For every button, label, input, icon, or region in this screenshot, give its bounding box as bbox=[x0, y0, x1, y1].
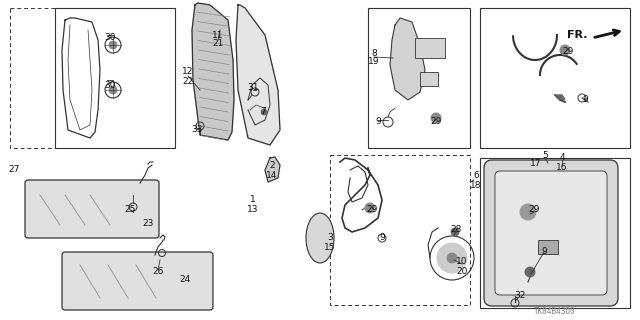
Text: 30: 30 bbox=[104, 34, 116, 43]
Circle shape bbox=[431, 113, 441, 123]
Text: 27: 27 bbox=[8, 165, 20, 174]
Bar bbox=[480, 158, 630, 308]
Text: 8: 8 bbox=[371, 49, 377, 58]
Bar bbox=[415, 38, 445, 58]
Text: 18: 18 bbox=[470, 180, 482, 189]
Polygon shape bbox=[556, 95, 565, 100]
Text: 24: 24 bbox=[179, 276, 191, 284]
Text: 12: 12 bbox=[182, 68, 194, 76]
Circle shape bbox=[451, 228, 459, 236]
Text: 10: 10 bbox=[456, 258, 468, 267]
Text: 7: 7 bbox=[260, 108, 266, 116]
Text: 29: 29 bbox=[430, 117, 442, 126]
Polygon shape bbox=[390, 18, 425, 100]
Text: 29: 29 bbox=[563, 47, 573, 57]
Text: 4: 4 bbox=[559, 154, 565, 163]
FancyBboxPatch shape bbox=[495, 171, 607, 295]
Text: 20: 20 bbox=[456, 268, 468, 276]
Text: 28: 28 bbox=[451, 226, 461, 235]
Circle shape bbox=[520, 204, 536, 220]
Text: 23: 23 bbox=[142, 220, 154, 228]
Text: 29: 29 bbox=[366, 205, 378, 214]
Circle shape bbox=[525, 267, 535, 277]
Text: 5: 5 bbox=[542, 150, 548, 159]
Text: 32: 32 bbox=[515, 292, 525, 300]
Text: 13: 13 bbox=[247, 204, 259, 213]
Polygon shape bbox=[192, 3, 234, 140]
FancyBboxPatch shape bbox=[484, 160, 618, 306]
Text: 22: 22 bbox=[182, 76, 194, 85]
Bar bbox=[538, 240, 558, 254]
Text: TK84B4300: TK84B4300 bbox=[534, 308, 576, 316]
Circle shape bbox=[109, 86, 117, 94]
Circle shape bbox=[447, 253, 457, 263]
Text: 17: 17 bbox=[531, 159, 541, 169]
Text: FR.: FR. bbox=[566, 30, 587, 40]
Text: 30: 30 bbox=[104, 81, 116, 90]
Text: 9: 9 bbox=[379, 234, 385, 243]
Polygon shape bbox=[265, 157, 280, 182]
Text: 25: 25 bbox=[124, 205, 136, 214]
Text: 29: 29 bbox=[528, 205, 540, 214]
Circle shape bbox=[261, 109, 267, 115]
Text: 16: 16 bbox=[556, 163, 568, 172]
Text: 2: 2 bbox=[269, 162, 275, 171]
Bar bbox=[368, 8, 470, 148]
Text: 6: 6 bbox=[473, 171, 479, 180]
FancyBboxPatch shape bbox=[25, 180, 159, 238]
Text: 19: 19 bbox=[368, 58, 380, 67]
Circle shape bbox=[560, 45, 570, 55]
Circle shape bbox=[437, 243, 467, 273]
Bar bbox=[55, 8, 175, 148]
Text: 1: 1 bbox=[250, 196, 256, 204]
Text: 9: 9 bbox=[582, 95, 588, 105]
Text: 9: 9 bbox=[375, 117, 381, 126]
Bar bbox=[330, 155, 470, 305]
FancyBboxPatch shape bbox=[62, 252, 213, 310]
Ellipse shape bbox=[306, 213, 334, 263]
Circle shape bbox=[109, 41, 117, 49]
Text: 14: 14 bbox=[266, 171, 278, 180]
Text: 31: 31 bbox=[247, 84, 259, 92]
Text: 26: 26 bbox=[152, 268, 164, 276]
Text: 9: 9 bbox=[541, 247, 547, 257]
Text: 15: 15 bbox=[324, 244, 336, 252]
Bar bbox=[480, 8, 630, 148]
Text: 33: 33 bbox=[191, 125, 203, 134]
Polygon shape bbox=[236, 5, 280, 145]
Text: 11: 11 bbox=[212, 31, 224, 41]
Circle shape bbox=[365, 203, 375, 213]
Bar bbox=[420, 72, 438, 86]
Bar bbox=[10, 8, 175, 148]
Text: 3: 3 bbox=[327, 234, 333, 243]
Text: 21: 21 bbox=[212, 39, 224, 49]
